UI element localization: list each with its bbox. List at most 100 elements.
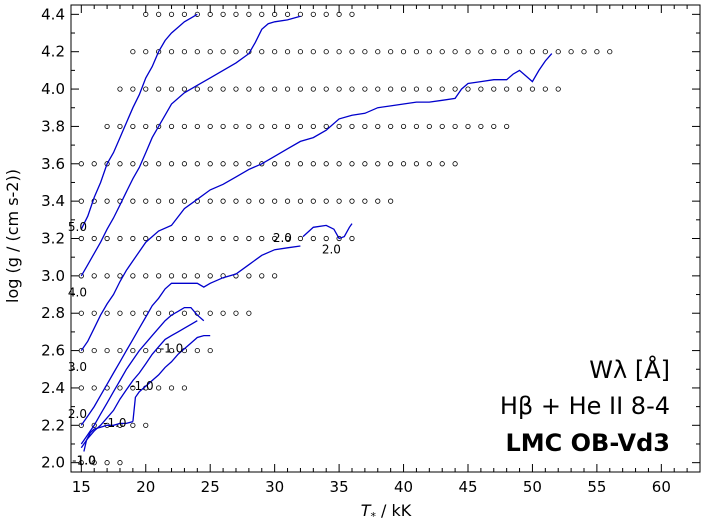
contour-lines [80, 13, 553, 452]
model-point [362, 49, 368, 55]
model-point [426, 123, 432, 130]
model-point [130, 123, 136, 130]
model-point [439, 86, 445, 92]
model-point [220, 161, 226, 167]
model-point [143, 123, 149, 130]
model-point [181, 273, 188, 279]
model-point [297, 49, 304, 55]
x-tick-label: 35 [330, 478, 349, 496]
model-point [143, 347, 149, 354]
model-point [130, 347, 136, 354]
model-point [78, 347, 84, 354]
model-point [130, 235, 136, 242]
model-point [168, 123, 175, 130]
model-point [130, 86, 136, 92]
model-point [439, 161, 445, 167]
model-point [400, 86, 407, 92]
model-point [272, 198, 278, 204]
model-point [104, 123, 110, 130]
model-point [194, 123, 200, 130]
model-point [194, 86, 200, 92]
model-point [143, 161, 149, 167]
model-point [156, 49, 162, 55]
model-point [194, 273, 200, 279]
model-point [117, 86, 123, 92]
model-point [375, 49, 381, 55]
model-point [117, 347, 123, 354]
model-point [400, 161, 407, 167]
model-point [284, 198, 291, 204]
model-point [504, 86, 510, 92]
model-point [130, 422, 136, 428]
model-point [323, 198, 329, 204]
model-point [181, 235, 188, 242]
model-point [78, 310, 84, 316]
model-point [194, 49, 200, 55]
model-point [555, 49, 561, 55]
y-tick-label: 4.4 [41, 5, 65, 23]
contour-label: 5.0 [68, 220, 87, 234]
model-point [104, 347, 110, 354]
model-point [259, 86, 265, 92]
model-point [168, 347, 175, 354]
model-point [246, 11, 252, 17]
model-point [220, 235, 226, 242]
model-point [78, 422, 84, 428]
model-point [413, 161, 420, 167]
model-point [452, 49, 458, 55]
model-point [349, 161, 355, 167]
model-point [117, 273, 123, 279]
model-point [349, 235, 355, 242]
model-point [181, 123, 188, 130]
y-tick-label: 3.2 [41, 230, 65, 248]
y-tick-label: 3.6 [41, 155, 65, 173]
model-point [439, 123, 445, 130]
model-point [413, 86, 420, 92]
model-point [336, 161, 342, 167]
model-point [168, 385, 175, 391]
model-point [91, 235, 97, 242]
model-point [194, 235, 200, 242]
contour-label: -1.0 [72, 454, 95, 468]
model-point [362, 86, 368, 92]
contour-label: -1.0 [160, 341, 183, 355]
model-point [91, 273, 97, 279]
model-point [207, 161, 213, 167]
model-point [130, 49, 136, 55]
contour-label: 3.0 [68, 360, 87, 374]
x-tick-label: 20 [136, 478, 155, 496]
model-point [323, 49, 329, 55]
model-point [336, 235, 342, 242]
y-tick-label: 3.8 [41, 117, 65, 135]
contour-label: 4.0 [68, 285, 87, 299]
model-point [491, 49, 497, 55]
model-point [284, 86, 291, 92]
contour-label: 2.0 [68, 407, 87, 421]
model-point [78, 161, 84, 167]
model-point [516, 49, 523, 55]
model-point [272, 161, 278, 167]
model-point [413, 123, 420, 130]
model-point [349, 11, 355, 17]
contour-line [302, 223, 353, 240]
model-point [91, 422, 97, 428]
model-point [168, 273, 175, 279]
x-tick-label: 25 [201, 478, 220, 496]
contour-line [80, 13, 198, 230]
model-point [156, 11, 162, 17]
model-point [452, 123, 458, 130]
model-point [349, 123, 355, 130]
model-point [207, 198, 213, 204]
model-point [130, 385, 136, 391]
model-point [117, 123, 123, 130]
model-point [284, 161, 291, 167]
model-point [168, 161, 175, 167]
model-point [310, 235, 316, 242]
model-point [220, 86, 226, 92]
model-point [272, 235, 278, 242]
model-point [143, 49, 149, 55]
x-axis-label: T* / kK [361, 501, 412, 523]
model-point [233, 11, 239, 17]
model-point [156, 273, 162, 279]
